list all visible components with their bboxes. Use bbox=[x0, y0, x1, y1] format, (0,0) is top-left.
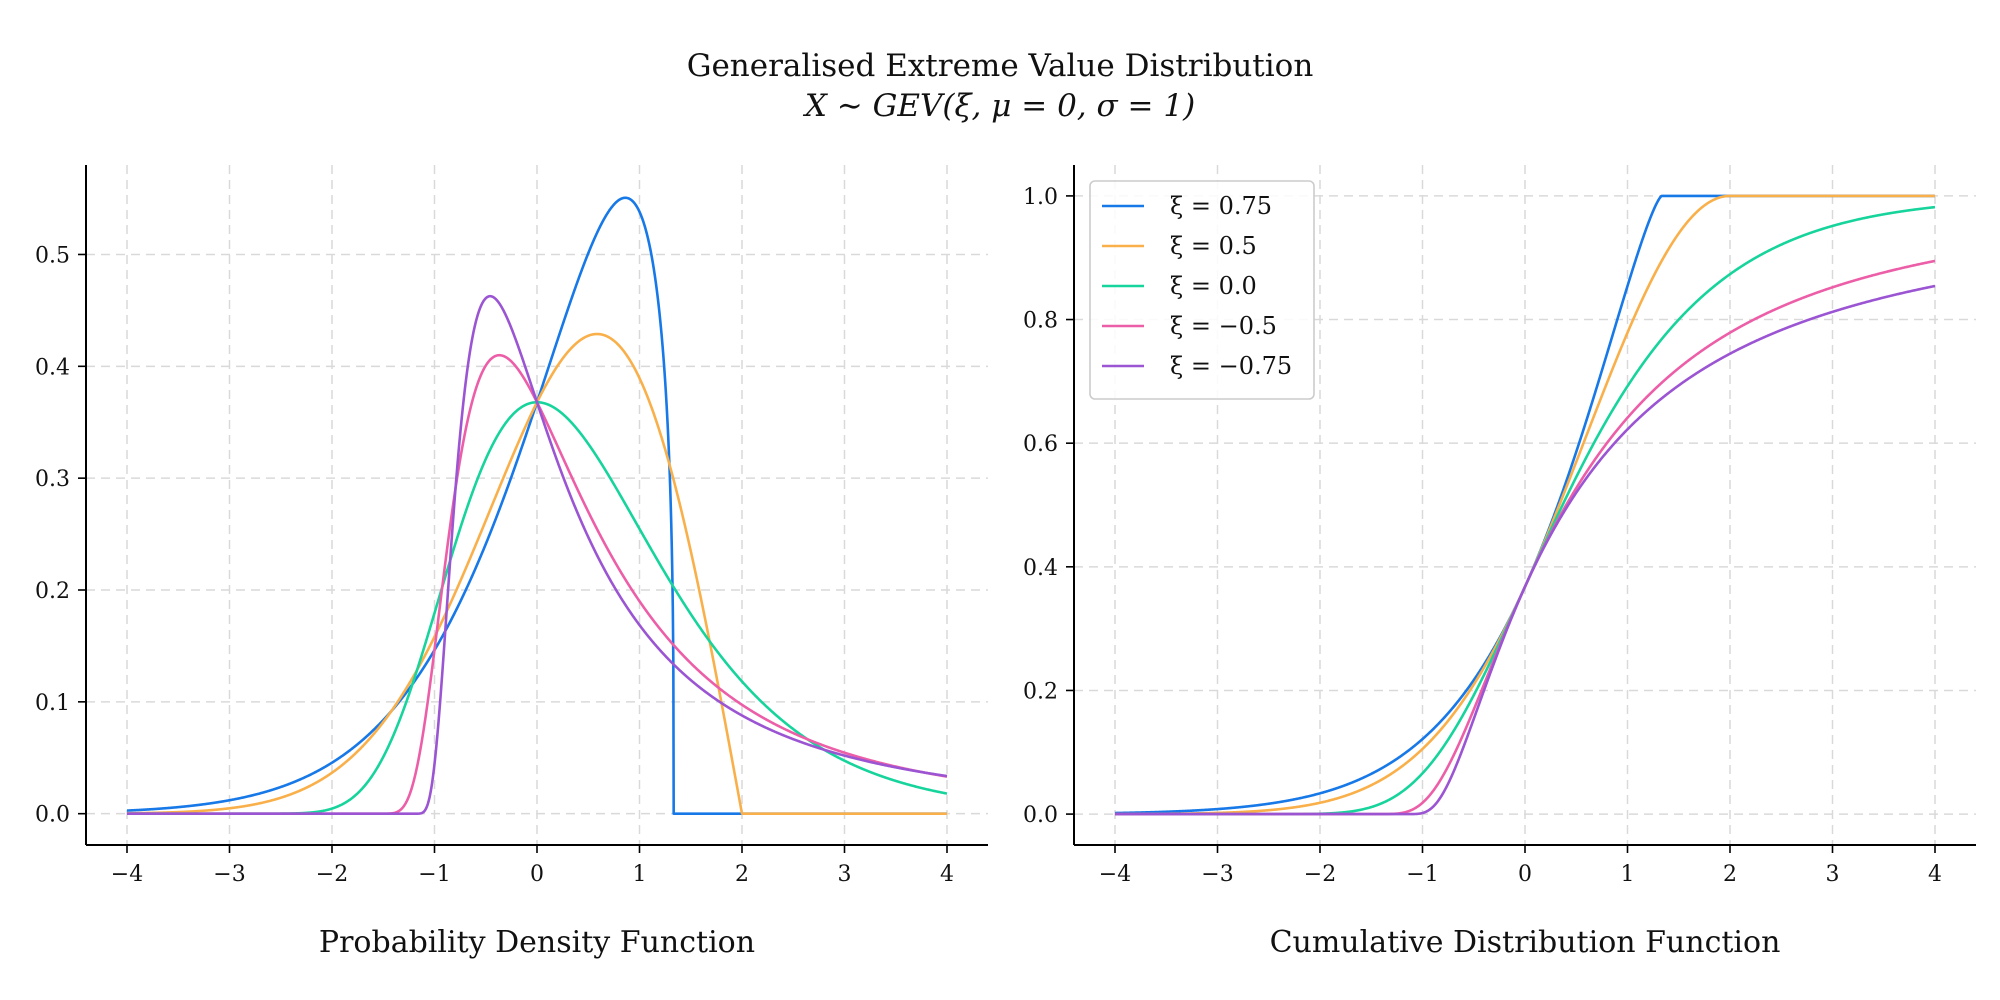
figure-subtitle: X ∼ GEV(ξ, μ = 0, σ = 1) bbox=[804, 88, 1196, 124]
pdf-panel: −4 −3 −2 −1 0 1 2 3 4 0.0 0.1 0.2 0.3 0.4 0.5 Probabili… bbox=[35, 165, 988, 960]
x-tick-label: −4 bbox=[1099, 862, 1131, 887]
legend-entry: ξ = 0.75 bbox=[1170, 192, 1272, 220]
legend-frame bbox=[1089, 180, 1315, 400]
y-tick-label: 0.3 bbox=[35, 467, 70, 492]
x-tick-label: 4 bbox=[940, 862, 954, 887]
x-tick-label: −4 bbox=[111, 862, 143, 887]
x-tick-label: −2 bbox=[1304, 862, 1336, 887]
y-tick-label: 0.5 bbox=[35, 243, 70, 268]
x-tick-label: −3 bbox=[213, 862, 245, 887]
series-line-5 bbox=[1114, 284, 1936, 816]
legend-entry: ξ = 0.5 bbox=[1170, 232, 1257, 260]
x-axis-label: Cumulative Distribution Function bbox=[1270, 925, 1781, 960]
x-tick-label: 3 bbox=[838, 862, 852, 887]
x-tick-label: 2 bbox=[735, 862, 749, 887]
x-tick-label: 3 bbox=[1826, 862, 1840, 887]
x-tick-label: −1 bbox=[1406, 862, 1438, 887]
y-tick-label: 0.6 bbox=[1023, 432, 1058, 457]
x-tick-label: 1 bbox=[1621, 862, 1635, 887]
y-tick-label: 0.4 bbox=[35, 355, 70, 380]
x-tick-label: −1 bbox=[418, 862, 450, 887]
legend-entry: ξ = −0.5 bbox=[1170, 312, 1277, 340]
x-tick-label: 0 bbox=[1518, 862, 1532, 887]
legend: ξ = 0.75 ξ = 0.5 ξ = 0.0 ξ = −0.5 ξ = −0.75 bbox=[1089, 180, 1315, 400]
x-tick-label: −3 bbox=[1201, 862, 1233, 887]
y-tick-label: 0.4 bbox=[1023, 556, 1058, 581]
series-line-5 bbox=[126, 294, 948, 815]
x-tick-label: 4 bbox=[1928, 862, 1942, 887]
y-tick-label: 0.2 bbox=[35, 579, 70, 604]
legend-entry: ξ = −0.75 bbox=[1170, 352, 1292, 380]
y-tick-label: 0.8 bbox=[1023, 309, 1058, 334]
y-tick-label: 0.2 bbox=[1023, 679, 1058, 704]
y-tick-label: 0.0 bbox=[1023, 803, 1058, 828]
x-tick-label: 1 bbox=[633, 862, 647, 887]
figure-title: Generalised Extreme Value Distribution bbox=[686, 48, 1314, 84]
legend-entry: ξ = 0.0 bbox=[1170, 272, 1257, 300]
y-tick-label: 0.0 bbox=[35, 803, 70, 828]
y-tick-label: 1.0 bbox=[1023, 185, 1058, 210]
y-tick-label: 0.1 bbox=[35, 691, 70, 716]
x-axis-label: Probability Density Function bbox=[319, 925, 755, 960]
x-tick-label: 2 bbox=[1723, 862, 1737, 887]
x-tick-label: 0 bbox=[530, 862, 544, 887]
cdf-panel: −4 −3 −2 −1 0 1 2 3 4 0.0 0.2 0.4 0.6 0.8 1.0 Cumulativ… bbox=[1023, 165, 1976, 960]
x-tick-label: −2 bbox=[316, 862, 348, 887]
